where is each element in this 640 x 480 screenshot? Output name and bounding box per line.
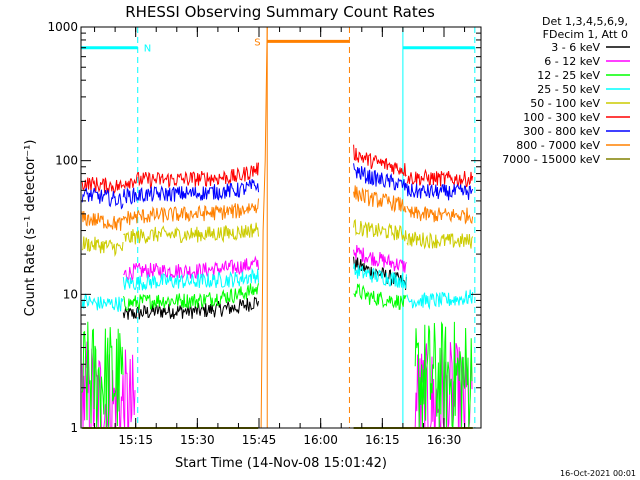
series-line [353,244,407,273]
series-line [122,267,259,291]
y-tick-label: 100 [55,154,78,168]
legend-header: Det 1,3,4,5,6,9, [542,15,628,28]
series-line [81,236,124,257]
series-line [81,187,124,210]
series-line [414,321,473,429]
legend-entry-label: 3 - 6 keV [551,41,600,54]
y-tick-label: 10 [63,287,78,301]
series-line [353,218,407,242]
x-tick-label: 16:00 [303,433,338,447]
x-axis-label: Start Time (14-Nov-08 15:01:42) [175,456,387,471]
legend-entry-label: 12 - 25 keV [537,69,600,82]
series-line [353,263,407,289]
series-line [406,205,474,225]
saa-spike-line [260,26,268,429]
series-line [81,210,124,231]
x-tick-label: 15:15 [118,433,153,447]
series-line [123,222,259,245]
series-line [353,144,407,178]
series-line [406,231,474,250]
plot-frame [80,26,482,429]
series-line [122,283,259,311]
y-tick-label: 1 [70,421,78,435]
y-axis-label: Count Rate (s⁻¹ detector⁻¹) [23,140,38,317]
footer-timestamp: 16-Oct-2021 00:01 [560,469,636,478]
series-line [406,183,474,201]
legend-entry-label: 800 - 7000 keV [516,139,600,152]
x-tick-label: 16:30 [427,433,462,447]
series-line [81,176,124,195]
x-tick-label: 15:45 [242,433,277,447]
legend-entry-label: 100 - 300 keV [523,111,600,124]
series-line [122,178,259,205]
series-line [406,289,474,310]
legend-entry-label: 300 - 800 keV [523,125,600,138]
axes: 1 10 100 1000 15:15 15:30 15:45 16:00 16:15 16:30 [47,20,481,447]
series-line [353,163,407,191]
series-line [122,198,259,226]
legend-entry-label: 7000 - 15000 keV [502,153,600,166]
legend: Det 1,3,4,5,6,9,FDecim 1, Att 03 - 6 keV… [502,15,630,166]
plot-area: NS [80,26,476,429]
legend-header: FDecim 1, Att 0 [543,28,628,41]
series-line [81,321,124,429]
series-line [353,256,407,290]
series-line [123,255,259,283]
series-line [353,185,407,213]
series-line [406,168,474,188]
x-tick-label: 16:15 [365,433,400,447]
legend-entry-label: 6 - 12 keV [544,55,600,68]
legend-entry-label: 50 - 100 keV [530,97,600,110]
annotation-label: S [254,37,260,48]
x-tick-label: 15:30 [180,433,215,447]
legend-entry-label: 25 - 50 keV [537,83,600,96]
series-line [122,162,259,190]
series-line [353,283,407,311]
series-line [81,293,124,312]
y-tick-label: 1000 [47,20,78,34]
annotation-label: N [144,44,151,55]
chart-title: RHESSI Observing Summary Count Rates [125,3,435,21]
